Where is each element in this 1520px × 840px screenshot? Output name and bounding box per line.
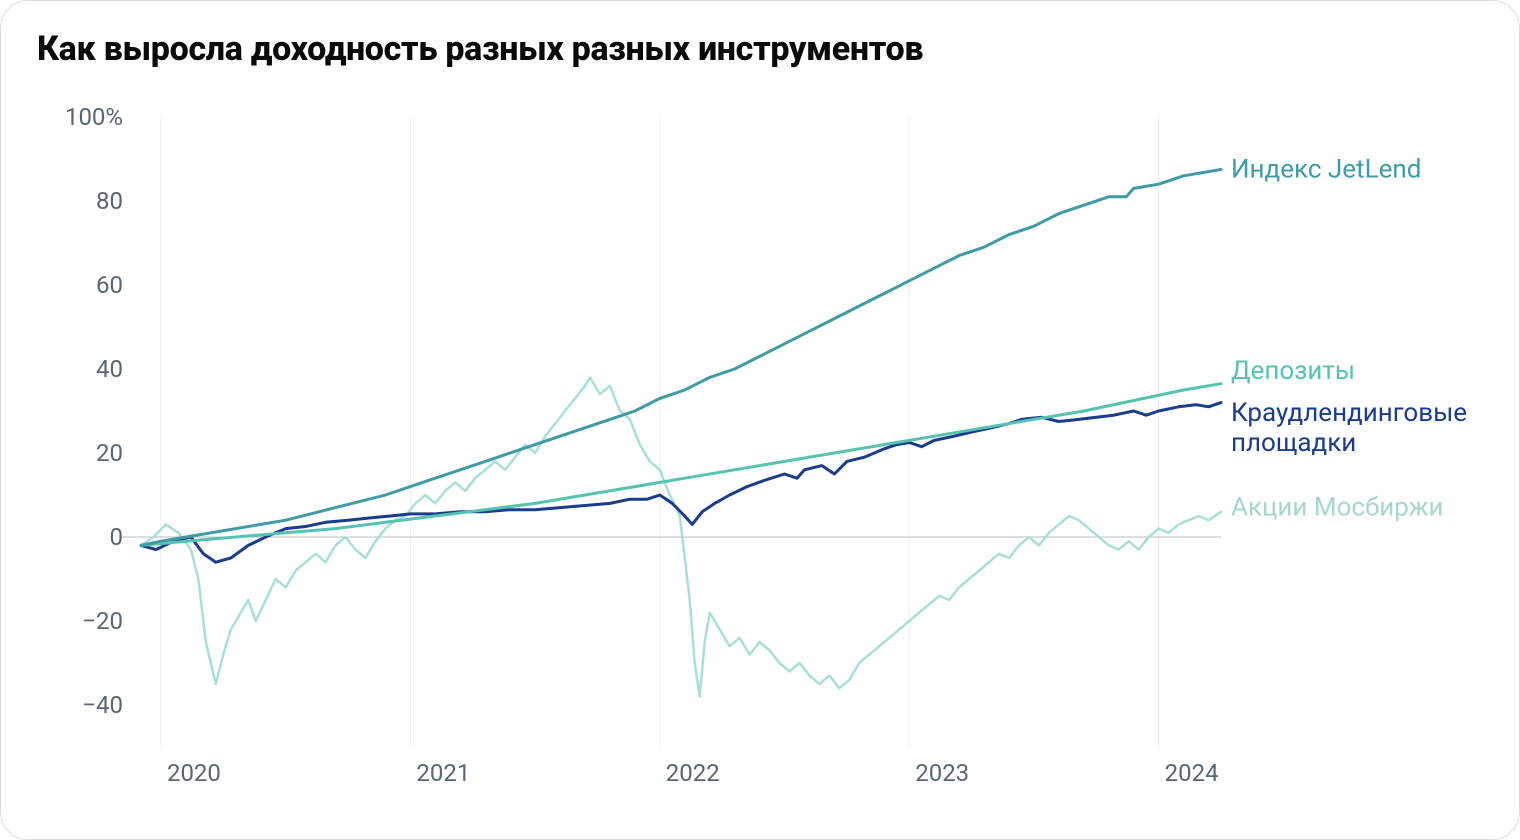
- x-tick-label: 2023: [915, 759, 969, 787]
- line-chart: −40 −20 0 20 40 60 80 100% 2020 2021 2022 2023 2024 И…: [31, 87, 1491, 807]
- x-tick-label: 2024: [1165, 759, 1219, 787]
- x-tick-label: 2021: [416, 759, 470, 787]
- legend-jetlend: Индекс JetLend: [1231, 155, 1421, 185]
- x-tick-label: 2022: [666, 759, 720, 787]
- page-title: Как выросла доходность разных разных инс…: [37, 29, 1489, 69]
- y-tick-label: 0: [110, 523, 124, 551]
- series-crowd: [141, 403, 1221, 563]
- series-jetlend: [141, 170, 1221, 546]
- y-tick-label: 60: [96, 271, 123, 299]
- legend-deposits: Депозиты: [1231, 356, 1355, 386]
- x-tick-label: 2020: [167, 759, 221, 787]
- y-tick-label: 80: [96, 187, 123, 215]
- legend-moex: Акции Мосбиржи: [1231, 493, 1444, 523]
- y-tick-label: 100%: [65, 103, 123, 131]
- legend-crowd: Краудлендинговыеплощадки: [1231, 398, 1467, 458]
- y-tick-label: 40: [96, 355, 123, 383]
- chart-card: Как выросла доходность разных разных инс…: [0, 0, 1520, 840]
- y-tick-label: −40: [82, 691, 123, 719]
- y-tick-label: 20: [96, 439, 123, 467]
- chart-container: −40 −20 0 20 40 60 80 100% 2020 2021 2022 2023 2024 И…: [31, 87, 1489, 807]
- y-tick-label: −20: [82, 607, 123, 635]
